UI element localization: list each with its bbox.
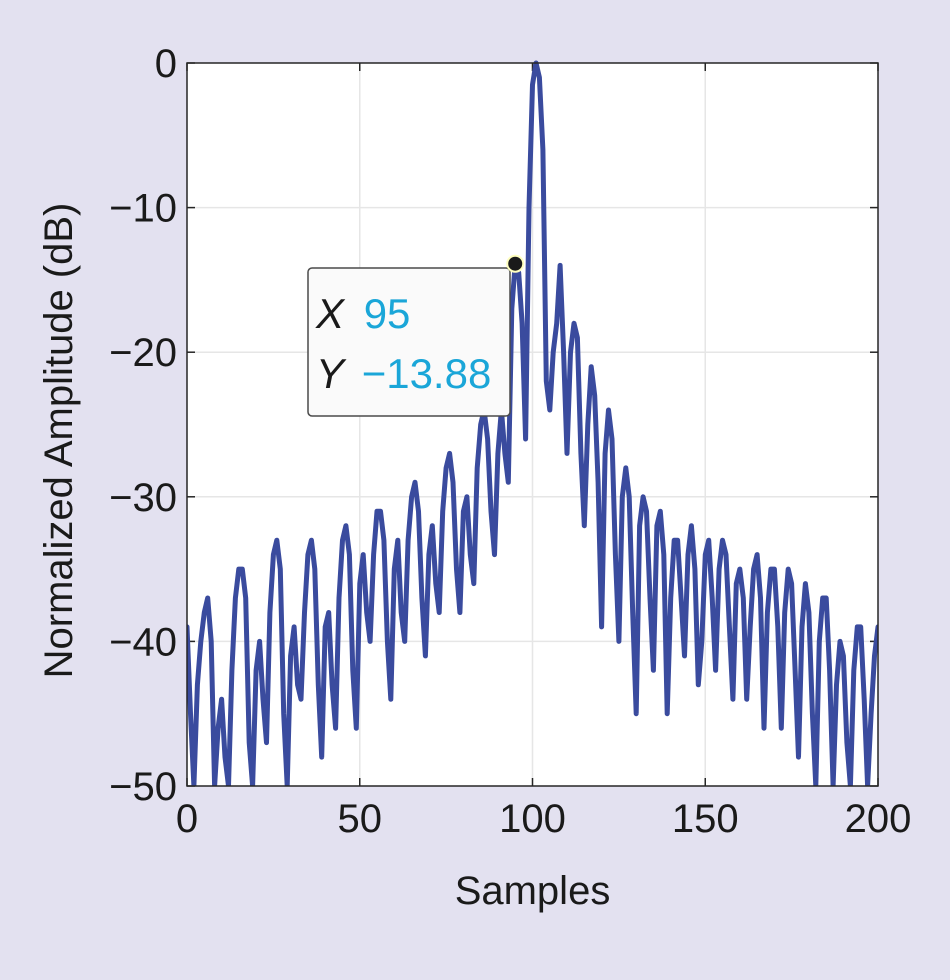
x-tick-label: 50 xyxy=(338,797,383,841)
y-tick-label: −20 xyxy=(109,331,177,375)
plot-frame xyxy=(186,62,879,787)
x-tick-label: 150 xyxy=(672,797,739,841)
datatip-x-value: 95 xyxy=(364,290,411,337)
datatip-box xyxy=(307,267,511,417)
datatip[interactable]: X 95 Y −13.88 xyxy=(307,254,525,417)
y-tick-label: −10 xyxy=(109,187,177,231)
y-tick-label: −50 xyxy=(109,765,177,809)
x-tick-label: 0 xyxy=(176,797,198,841)
x-tick-label: 100 xyxy=(499,797,566,841)
x-tick-labels: 0 50 100 150 200 xyxy=(176,797,912,841)
datatip-y-row: Y −13.88 xyxy=(316,350,491,397)
datatip-x-row: X 95 xyxy=(315,290,410,337)
x-tick-label: 200 xyxy=(845,797,912,841)
y-tick-label: −40 xyxy=(109,620,177,664)
series-line xyxy=(187,60,878,786)
y-axis-label: Normalized Amplitude (dB) xyxy=(37,203,81,679)
y-tick-label: 0 xyxy=(155,42,177,86)
datatip-x-label: X xyxy=(315,290,346,337)
datatip-y-label: Y xyxy=(316,350,347,397)
datatip-y-value: −13.88 xyxy=(362,350,492,397)
y-tick-label: −30 xyxy=(109,476,177,520)
y-tick-labels: 0 −10 −20 −30 −40 −50 xyxy=(109,42,177,809)
x-axis-label: Samples xyxy=(455,869,611,913)
datatip-marker[interactable] xyxy=(506,254,525,273)
